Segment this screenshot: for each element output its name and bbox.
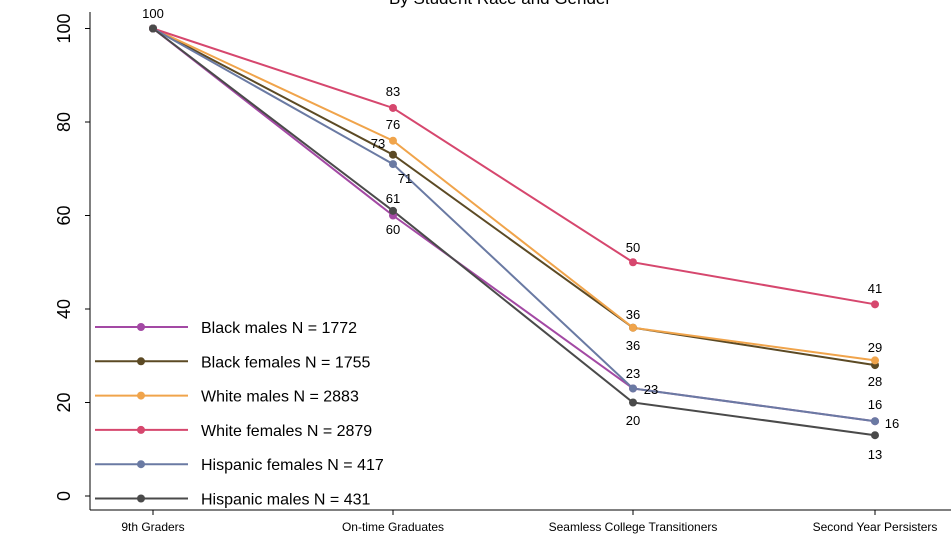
x-tick-label: Seamless College Transitioners	[549, 520, 718, 534]
data-label: 28	[868, 374, 882, 389]
data-label: 76	[386, 117, 400, 132]
series-line	[152, 27, 876, 367]
data-point	[871, 431, 879, 440]
axes: 0 20 40 60 80 100 9th Graders On-time Graduates…	[54, 12, 951, 534]
y-tick-label: 80	[54, 112, 74, 132]
data-label: 23	[626, 366, 640, 381]
data-point	[389, 206, 397, 215]
data-point	[871, 417, 879, 426]
legend-marker	[137, 494, 145, 503]
data-point	[389, 150, 397, 159]
data-label: 29	[868, 340, 882, 355]
data-label: 16	[868, 397, 882, 412]
legend-marker	[137, 391, 145, 400]
y-tick-label: 20	[54, 392, 74, 412]
series-line	[152, 27, 876, 306]
data-label: 100	[142, 6, 164, 21]
legend-label: White females N = 2879	[201, 423, 372, 440]
data-point	[629, 258, 637, 267]
data-label: 41	[868, 281, 882, 296]
data-label: 20	[626, 413, 640, 428]
legend-label: Black males N = 1772	[201, 320, 357, 337]
y-tick-label: 0	[54, 491, 74, 501]
series-lines	[152, 27, 876, 437]
series-line	[152, 27, 876, 437]
chart-title: By Student Race and Gender	[389, 0, 611, 8]
data-point	[871, 356, 879, 365]
data-point	[389, 136, 397, 145]
series-points	[149, 24, 879, 440]
x-tick-label: Second Year Persisters	[813, 520, 938, 534]
data-point	[629, 323, 637, 332]
data-label: 60	[386, 222, 400, 237]
legend-marker	[137, 425, 145, 434]
x-tick-label: On-time Graduates	[342, 520, 444, 534]
data-point	[871, 300, 879, 309]
data-label: 61	[386, 191, 400, 206]
legend-marker	[137, 323, 145, 331]
x-tick-label: 9th Graders	[121, 520, 184, 534]
legend-marker	[137, 357, 145, 366]
legend-label: Hispanic females N = 417	[201, 457, 384, 474]
series-line	[152, 27, 876, 362]
legend-label: White males N = 2883	[201, 389, 359, 406]
data-label: 73	[371, 136, 385, 151]
data-label: 71	[398, 171, 412, 186]
data-point	[629, 384, 637, 393]
data-label: 23	[644, 382, 658, 397]
legend: Black males N = 1772 Black females N = 17…	[95, 320, 384, 509]
y-tick-label: 100	[54, 13, 74, 43]
data-label: 83	[386, 84, 400, 99]
y-tick-label: 60	[54, 205, 74, 225]
data-label: 16	[885, 416, 899, 431]
legend-label: Black females N = 1755	[201, 354, 371, 371]
series-line	[152, 27, 876, 423]
y-tick-label: 40	[54, 299, 74, 319]
data-label: 36	[626, 338, 640, 353]
data-label: 13	[868, 447, 882, 462]
legend-marker	[137, 460, 145, 469]
data-point	[149, 24, 157, 33]
legend-label: Hispanic males N = 431	[201, 492, 371, 509]
data-point	[389, 103, 397, 112]
data-label: 36	[626, 307, 640, 322]
data-point	[629, 398, 637, 407]
data-point	[389, 160, 397, 169]
data-label: 50	[626, 240, 640, 255]
